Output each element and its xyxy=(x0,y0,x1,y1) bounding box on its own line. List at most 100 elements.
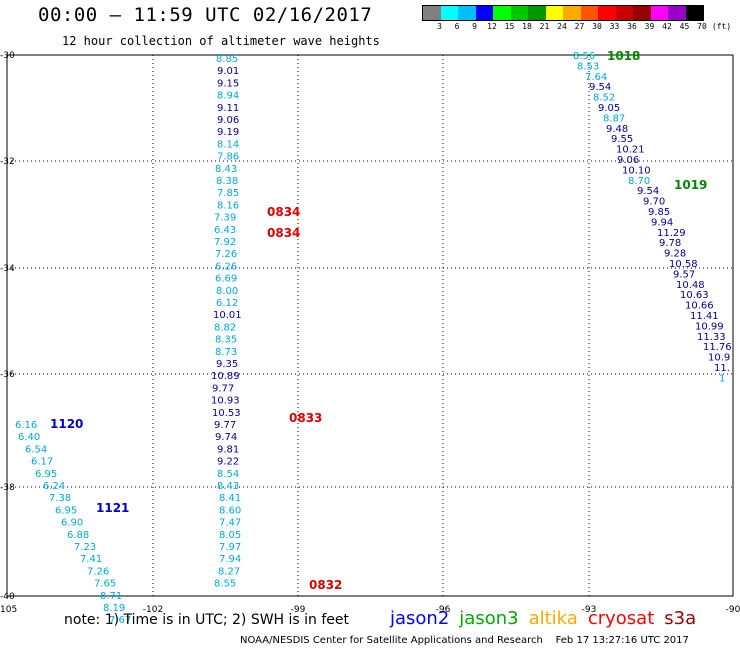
color-scale-label: 45 xyxy=(679,22,690,31)
lon-tick-label: -90 xyxy=(726,605,740,615)
color-scale-label: 33 xyxy=(609,22,620,31)
wave-height-value: 8.53 xyxy=(577,61,599,72)
wave-height-value: 8.52 xyxy=(593,93,615,104)
wave-height-value: 9.05 xyxy=(598,103,620,114)
color-scale-label: 24 xyxy=(557,22,567,31)
wave-height-value: 6.54 xyxy=(25,444,47,455)
wave-height-value: 8.55 xyxy=(214,579,236,590)
color-swatch xyxy=(545,6,563,20)
wave-height-value: 8.85 xyxy=(216,54,238,65)
wave-height-value: 6.90 xyxy=(61,518,83,529)
color-swatch xyxy=(510,6,528,20)
wave-height-value: 9.77 xyxy=(212,383,234,394)
color-scale-label: 18 xyxy=(522,22,532,31)
wave-height-value: 10.93 xyxy=(211,396,240,407)
wave-height-value: 10.01 xyxy=(213,310,242,321)
wave-height-value: 9.28 xyxy=(664,249,686,260)
wave-height-value: 7.65 xyxy=(94,579,116,590)
wave-height-value: 9.81 xyxy=(217,444,239,455)
lat-tick-label: -32 xyxy=(0,157,15,167)
wave-height-value: 7.94 xyxy=(219,554,241,565)
wave-height-value: 10.48 xyxy=(676,280,705,291)
wave-height-value: 6.95 xyxy=(55,505,77,516)
pass-time-label: 1019 xyxy=(674,178,707,192)
wave-height-value: 9.57 xyxy=(673,269,695,280)
lon-tick-label: -99 xyxy=(291,605,306,615)
wave-height-value: 8.43 xyxy=(215,164,237,175)
wave-height-value: 8.43 xyxy=(217,481,239,492)
wave-height-value: 9.77 xyxy=(214,420,236,431)
wave-height-value: 7.67 xyxy=(109,615,131,626)
lon-tick-label: -93 xyxy=(582,605,597,615)
wave-height-value: 9.19 xyxy=(217,127,239,138)
color-scale-label: 12 xyxy=(487,22,497,31)
wave-height-value: 6.24 xyxy=(43,481,65,492)
wave-height-value: 10.63 xyxy=(680,290,709,301)
wave-height-value: 8.14 xyxy=(217,139,239,150)
legend-entry-jason2: jason2 xyxy=(390,608,450,629)
color-swatch xyxy=(563,6,581,20)
pass-time-label: 1018 xyxy=(607,49,640,63)
wave-height-value: 9.85 xyxy=(648,207,670,218)
wave-height-value: 6.88 xyxy=(67,530,89,541)
wave-height-value: 10.89 xyxy=(211,371,240,382)
wave-height-value: 8.41 xyxy=(219,493,241,504)
legend-entry-altika: altika xyxy=(528,608,578,629)
pass-time-label: 1120 xyxy=(50,417,83,431)
lat-tick-label: -38 xyxy=(0,483,15,493)
wave-height-value: 9.06 xyxy=(617,155,639,166)
wave-height-value: 9.54 xyxy=(637,186,659,197)
wave-height-value: 9.35 xyxy=(216,359,238,370)
color-scale-label: 21 xyxy=(539,22,550,31)
color-scale-label: 15 xyxy=(504,22,515,31)
units-note: note: 1) Time is in UTC; 2) SWH is in fe… xyxy=(64,612,350,628)
wave-height-value: 8.35 xyxy=(215,335,237,346)
map-title: 00:00 – 11:59 UTC 02/16/2017 xyxy=(38,4,373,26)
color-scale-label: (ft) xyxy=(711,22,732,31)
wave-height-value: 8.73 xyxy=(215,347,237,358)
wave-height-value: 7.38 xyxy=(49,493,71,504)
wave-height-value: 8.71 xyxy=(100,591,122,602)
wave-height-value: 9.48 xyxy=(606,124,628,135)
wave-height-value: 9.11 xyxy=(217,103,239,114)
wave-height-value: 6.26 xyxy=(215,261,237,272)
wave-height-value: 10.66 xyxy=(685,301,714,312)
wave-height-value: 6.16 xyxy=(15,420,37,431)
color-swatch xyxy=(580,6,598,20)
wave-height-value: 8.38 xyxy=(216,176,238,187)
lon-tick-label: -102 xyxy=(143,605,163,615)
wave-height-value: 7.26 xyxy=(87,566,109,577)
wave-height-value: 6.69 xyxy=(215,274,237,285)
wave-height-value: 11.29 xyxy=(657,228,686,239)
wave-height-value: 10.21 xyxy=(616,145,645,156)
wave-height-value: 6.12 xyxy=(216,298,238,309)
color-scale-label: 70 xyxy=(697,22,707,31)
lon-tick-label: -105 xyxy=(0,605,17,615)
wave-height-value: 11.41 xyxy=(690,311,719,322)
wave-height-value: 9.74 xyxy=(215,432,237,443)
wave-height-value: 8.60 xyxy=(219,505,241,516)
wave-height-value: 8.70 xyxy=(628,176,650,187)
wave-height-value: 11.76 xyxy=(703,342,732,353)
color-swatch xyxy=(475,6,493,20)
lat-tick-label: -30 xyxy=(0,51,15,61)
satellite-legend: jason2 jason3 altika cryosat s3a xyxy=(390,608,706,629)
wave-height-value: 10.10 xyxy=(622,165,651,176)
wave-height-value: 1 xyxy=(719,373,725,384)
wave-height-value: 7.64 xyxy=(585,72,607,83)
wave-height-value: 7.39 xyxy=(214,213,236,224)
wave-height-value: 9.06 xyxy=(217,115,239,126)
wave-height-value: 11. xyxy=(714,363,730,374)
wave-height-value: 7.26 xyxy=(215,249,237,260)
wave-height-value: 8.56 xyxy=(573,51,595,62)
wave-height-value: 7.92 xyxy=(214,237,236,248)
color-scale-label: 27 xyxy=(574,22,585,31)
wave-height-value: 10.9 xyxy=(708,353,730,364)
color-swatch xyxy=(615,6,633,20)
wave-height-value: 9.70 xyxy=(643,197,665,208)
wave-height-value: 7.97 xyxy=(219,542,241,553)
wave-height-value: 9.78 xyxy=(659,238,681,249)
wave-height-value: 6.43 xyxy=(214,225,236,236)
legend-entry-s3a: s3a xyxy=(664,608,697,629)
